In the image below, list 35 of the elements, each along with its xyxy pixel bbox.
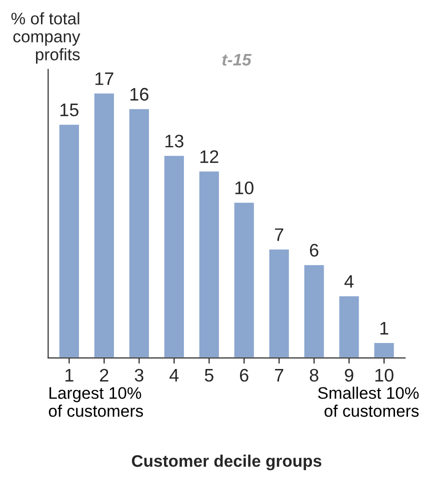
bar bbox=[162, 154, 186, 358]
bar bbox=[338, 294, 360, 358]
data-label: 15 bbox=[60, 104, 78, 116]
data-label: 13 bbox=[165, 134, 184, 148]
text: t-15 bbox=[222, 54, 252, 66]
data-label: 12 bbox=[200, 150, 218, 163]
data-label: 17 bbox=[95, 72, 114, 85]
data-label: 7 bbox=[275, 228, 284, 241]
x-tick-label: 1 bbox=[66, 369, 74, 382]
data-label: 1 bbox=[380, 322, 388, 334]
bar bbox=[268, 248, 290, 358]
text: Smallest 10% of customers bbox=[318, 386, 419, 417]
bar bbox=[128, 108, 150, 358]
x-tick-label: 9 bbox=[344, 368, 354, 382]
bar bbox=[372, 342, 396, 358]
x-tick-label: 6 bbox=[240, 368, 248, 382]
x-tick-label: 8 bbox=[310, 368, 318, 382]
bar bbox=[58, 123, 80, 358]
x-tick-label: 3 bbox=[134, 368, 144, 382]
bar bbox=[92, 92, 116, 358]
data-label: 6 bbox=[310, 244, 318, 257]
x-tick-label: 10 bbox=[375, 368, 394, 382]
x-axis-title: Customer decile groups bbox=[132, 454, 322, 470]
data-label: 16 bbox=[130, 88, 148, 101]
data-label: 10 bbox=[235, 181, 254, 194]
x-tick-label: 2 bbox=[100, 368, 108, 382]
x-tick-label: 7 bbox=[275, 369, 284, 382]
data-label: 4 bbox=[344, 275, 354, 288]
x-tick-label: 5 bbox=[204, 369, 214, 382]
x-tick-label: 4 bbox=[170, 369, 179, 382]
bar bbox=[302, 264, 326, 358]
bar bbox=[198, 170, 220, 358]
text: Largest 10% of customers bbox=[48, 387, 143, 417]
y-axis-title: % of total company profits bbox=[11, 12, 80, 64]
bar bbox=[232, 201, 256, 358]
